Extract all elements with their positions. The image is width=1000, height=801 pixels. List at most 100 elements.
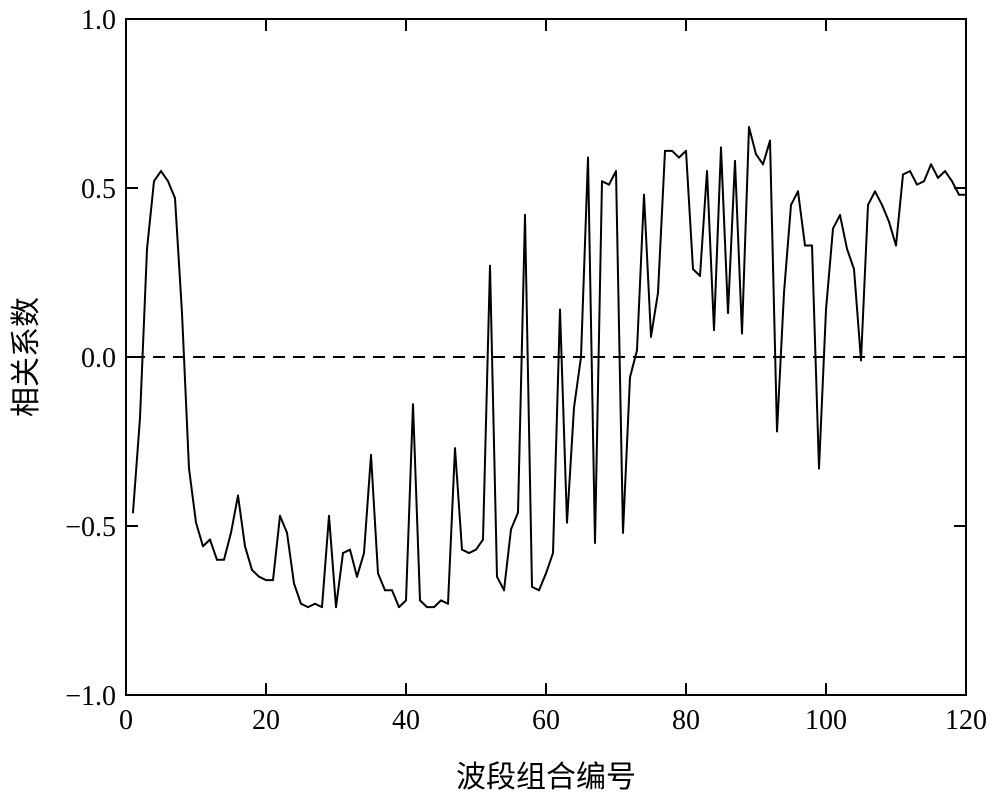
data-point bbox=[517, 511, 519, 514]
data-point bbox=[552, 552, 554, 555]
data-point bbox=[181, 312, 183, 315]
data-point bbox=[685, 149, 687, 152]
data-point bbox=[335, 606, 337, 609]
data-point bbox=[783, 291, 785, 294]
data-point bbox=[412, 403, 414, 406]
data-point bbox=[888, 220, 890, 223]
data-point bbox=[524, 214, 526, 217]
data-point bbox=[860, 359, 862, 362]
x-axis-label: 波段组合编号 bbox=[456, 761, 636, 794]
series-layer bbox=[132, 126, 967, 609]
data-point bbox=[776, 430, 778, 433]
data-point bbox=[867, 203, 869, 206]
data-point bbox=[307, 606, 309, 609]
data-point bbox=[580, 356, 582, 358]
series-line bbox=[132, 126, 966, 609]
data-point bbox=[601, 180, 603, 183]
data-point bbox=[811, 244, 813, 247]
data-point bbox=[797, 190, 799, 193]
data-point bbox=[622, 531, 624, 534]
data-point bbox=[132, 511, 134, 514]
y-tick-label: −1.0 bbox=[65, 681, 116, 712]
data-point bbox=[559, 308, 561, 311]
x-tick-label: 0 bbox=[119, 705, 133, 736]
data-point bbox=[951, 180, 953, 183]
data-point bbox=[832, 227, 834, 230]
data-point bbox=[195, 521, 197, 524]
data-point bbox=[594, 541, 596, 544]
data-point bbox=[958, 193, 960, 196]
data-point bbox=[286, 531, 288, 534]
data-point bbox=[433, 606, 435, 609]
y-axis-label: 相关系数 bbox=[10, 297, 43, 417]
data-point bbox=[881, 203, 883, 206]
data-point bbox=[699, 274, 701, 277]
data-point bbox=[174, 197, 176, 200]
data-point bbox=[671, 149, 673, 152]
data-point bbox=[272, 579, 274, 582]
data-point bbox=[265, 579, 267, 582]
data-point bbox=[202, 545, 204, 548]
data-point bbox=[237, 494, 239, 497]
data-point bbox=[895, 244, 897, 247]
data-point bbox=[398, 606, 400, 609]
data-point bbox=[846, 247, 848, 250]
data-point bbox=[643, 193, 645, 196]
data-point bbox=[790, 203, 792, 206]
data-point bbox=[510, 528, 512, 531]
data-point bbox=[209, 538, 211, 541]
data-point bbox=[293, 582, 295, 585]
x-tick-label: 20 bbox=[252, 705, 280, 736]
data-point bbox=[615, 170, 617, 173]
data-point bbox=[825, 308, 827, 311]
data-point bbox=[405, 599, 407, 602]
data-point bbox=[566, 521, 568, 524]
data-point bbox=[657, 291, 659, 294]
data-point bbox=[944, 170, 946, 173]
axis-ticks bbox=[125, 18, 967, 696]
data-point bbox=[923, 180, 925, 183]
data-point bbox=[468, 552, 470, 555]
data-point bbox=[370, 454, 372, 457]
data-point bbox=[496, 575, 498, 578]
data-point bbox=[377, 572, 379, 575]
data-point bbox=[384, 589, 386, 592]
data-point bbox=[342, 552, 344, 555]
data-point bbox=[531, 585, 533, 588]
x-tick-label: 80 bbox=[672, 705, 700, 736]
data-point bbox=[258, 575, 260, 578]
data-point bbox=[314, 602, 316, 605]
y-tick-label: 0.0 bbox=[81, 343, 116, 374]
data-point bbox=[356, 575, 358, 578]
y-tick-label: −0.5 bbox=[65, 512, 116, 543]
data-point bbox=[482, 538, 484, 541]
data-point bbox=[636, 349, 638, 352]
data-point bbox=[454, 447, 456, 450]
data-point bbox=[419, 599, 421, 602]
data-point bbox=[349, 548, 351, 551]
data-point bbox=[188, 467, 190, 470]
data-point bbox=[965, 193, 967, 196]
data-point bbox=[503, 589, 505, 592]
data-point bbox=[139, 416, 141, 419]
data-point bbox=[727, 312, 729, 315]
data-point bbox=[769, 139, 771, 142]
data-point bbox=[839, 214, 841, 217]
data-point bbox=[440, 599, 442, 602]
data-point bbox=[321, 606, 323, 609]
data-point bbox=[937, 176, 939, 179]
data-point bbox=[167, 180, 169, 183]
data-point bbox=[160, 170, 162, 173]
data-point bbox=[734, 159, 736, 162]
data-point bbox=[874, 190, 876, 193]
data-point bbox=[741, 332, 743, 335]
data-point bbox=[587, 156, 589, 159]
data-point bbox=[762, 163, 764, 166]
data-point bbox=[909, 170, 911, 173]
data-point bbox=[545, 572, 547, 575]
tick-labels: 0 20 40 60 80 100 120 −1.0 −0.5 0.0 0.5 1.0 bbox=[65, 5, 987, 736]
data-point bbox=[713, 328, 715, 331]
data-point bbox=[489, 264, 491, 267]
data-point bbox=[538, 589, 540, 592]
data-point bbox=[755, 153, 757, 156]
